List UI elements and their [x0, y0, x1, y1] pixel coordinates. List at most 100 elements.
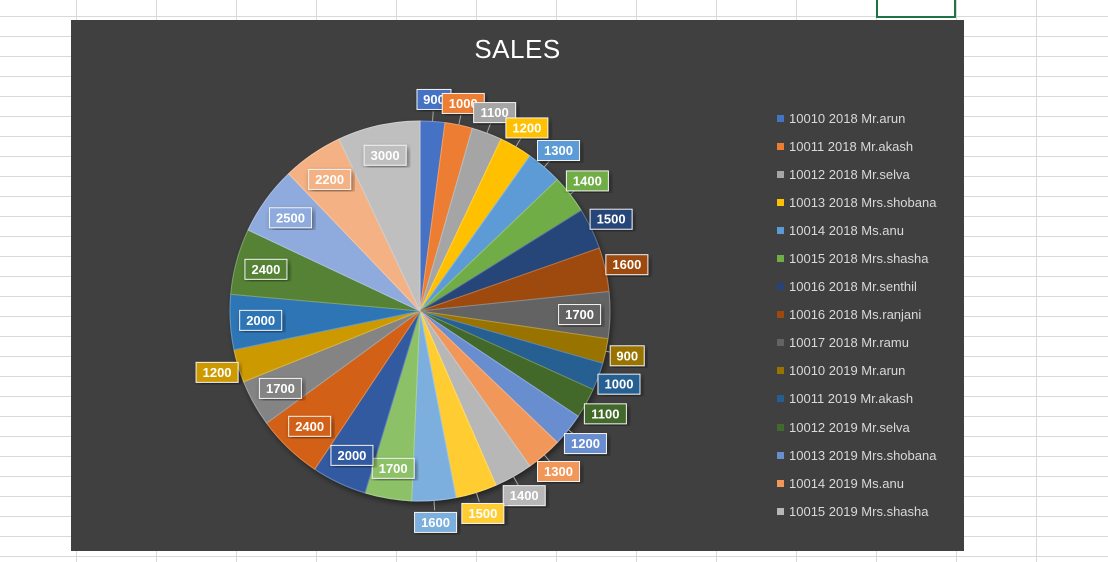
legend-label: 10011 2019 Mr.akash	[789, 391, 914, 407]
legend-swatch	[777, 395, 784, 403]
legend-label: 10011 2018 Mr.akash	[789, 138, 914, 154]
data-label: 1300	[537, 460, 581, 482]
legend-item[interactable]: 10016 2018 Mr.senthil	[777, 273, 963, 301]
data-label-box	[583, 403, 627, 425]
leader-line	[486, 123, 491, 134]
data-label: 1100	[473, 102, 517, 124]
data-label-text: 1700	[565, 307, 594, 322]
data-label-text: 2000	[246, 313, 275, 328]
data-label: 1600	[605, 254, 649, 276]
legend-item[interactable]: 10014 2018 Ms.anu	[777, 216, 963, 244]
data-label: 1600	[414, 511, 458, 533]
data-label: 1000	[597, 373, 641, 395]
data-label-box	[597, 373, 641, 395]
legend-item[interactable]: 10013 2018 Mrs.shobana	[777, 188, 963, 216]
data-label-box	[371, 457, 415, 479]
legend-item[interactable]: 10017 2018 Mr.ramu	[777, 329, 963, 357]
pie-slices	[229, 120, 611, 502]
data-label-text: 2200	[315, 172, 344, 187]
data-label-text: 1400	[573, 173, 602, 188]
legend: 10010 2018 Mr.arun 10011 2018 Mr.akash 100…	[777, 104, 963, 525]
data-label-text: 1600	[421, 515, 450, 530]
data-label-box	[244, 258, 288, 280]
data-label-text: 900	[423, 92, 445, 107]
data-label-box	[239, 309, 283, 331]
legend-item[interactable]: 10010 2018 Mr.arun	[777, 104, 963, 132]
data-label: 1500	[589, 208, 633, 230]
data-label-box	[558, 304, 602, 326]
data-label: 2000	[239, 309, 283, 331]
legend-swatch	[777, 283, 784, 291]
data-label: 1400	[565, 170, 609, 192]
legend-swatch	[777, 142, 784, 150]
data-label: 3000	[363, 144, 407, 166]
legend-item[interactable]: 10013 2019 Mrs.shobana	[777, 441, 963, 469]
pie-chart: 900 1000110012001300140015001600170090010…	[195, 88, 649, 533]
data-label-text: 900	[616, 348, 638, 363]
leader-line	[512, 476, 519, 486]
legend-label: 10016 2018 Ms.ranjani	[789, 307, 922, 323]
data-label: 2400	[244, 258, 288, 280]
legend-label: 10017 2018 Mr.ramu	[789, 335, 909, 351]
pie-slice[interactable]	[338, 120, 421, 312]
legend-label: 10016 2018 Mr.senthil	[789, 279, 917, 295]
legend-swatch	[777, 226, 784, 234]
selected-cell[interactable]	[876, 0, 956, 18]
data-label-text: 2400	[295, 419, 324, 434]
data-label-text: 3000	[371, 148, 400, 163]
data-label: 2500	[268, 207, 312, 229]
data-label: 1200	[563, 433, 607, 455]
data-label-box	[308, 168, 352, 190]
data-label-text: 1100	[481, 105, 509, 120]
legend-label: 10012 2019 Mr.selva	[789, 419, 910, 435]
legend-swatch	[777, 198, 784, 206]
legend-label: 10015 2019 Mrs.shasha	[789, 503, 929, 519]
data-label: 900	[609, 345, 645, 367]
data-label: 2000	[330, 444, 374, 466]
legend-swatch	[777, 311, 784, 319]
data-label: 2400	[288, 415, 332, 437]
legend-swatch	[777, 255, 784, 263]
data-label-box	[473, 102, 517, 124]
data-label-box	[461, 502, 505, 524]
data-label: 2200	[308, 168, 352, 190]
legend-label: 10014 2019 Ms.anu	[789, 475, 904, 491]
data-label-text: 1000	[449, 96, 478, 111]
legend-swatch	[777, 479, 784, 487]
leader-line	[475, 492, 480, 503]
data-label-text: 2500	[276, 210, 305, 225]
chart-title: SALES	[474, 34, 561, 64]
data-label-box	[288, 415, 332, 437]
chart-area[interactable]: 900 1000 1100 1200 1300 1400 1500 1600 1700 900 10…	[71, 20, 964, 551]
legend-swatch	[777, 507, 784, 515]
data-label-box	[195, 361, 239, 383]
data-label-box	[330, 444, 374, 466]
legend-label: 10013 2019 Mrs.shobana	[789, 447, 937, 463]
data-label-text: 1400	[510, 488, 539, 503]
data-label-text: 1300	[544, 464, 573, 479]
legend-label: 10010 2018 Mr.arun	[789, 110, 906, 126]
data-label-box	[502, 485, 546, 507]
data-label-text: 1700	[379, 461, 408, 476]
legend-item[interactable]: 10016 2018 Ms.ranjani	[777, 301, 963, 329]
legend-item[interactable]: 10015 2019 Mrs.shasha	[777, 497, 963, 525]
legend-item[interactable]: 10011 2019 Mr.akash	[777, 385, 963, 413]
legend-item[interactable]: 10015 2018 Mrs.shasha	[777, 244, 963, 272]
data-label: 1400	[502, 485, 546, 507]
data-label: 1300	[537, 140, 581, 162]
legend-item[interactable]: 10011 2018 Mr.akash	[777, 132, 963, 160]
data-label-box	[537, 140, 581, 162]
data-labels: 900 1000110012001300140015001600170090010…	[195, 88, 649, 533]
data-label-box	[414, 511, 458, 533]
legend-item[interactable]: 10010 2019 Mr.arun	[777, 357, 963, 385]
legend-item[interactable]: 10012 2019 Mr.selva	[777, 413, 963, 441]
data-label-text: 1500	[597, 212, 626, 227]
legend-label: 10013 2018 Mrs.shobana	[789, 194, 937, 210]
data-label-box	[268, 207, 312, 229]
data-label: 1200	[505, 117, 549, 139]
legend-label: 10014 2018 Ms.anu	[789, 222, 904, 238]
legend-item[interactable]: 10014 2019 Ms.anu	[777, 469, 963, 497]
data-label-box	[565, 170, 609, 192]
data-label-text: 1200	[203, 365, 232, 380]
legend-item[interactable]: 10012 2018 Mr.selva	[777, 160, 963, 188]
